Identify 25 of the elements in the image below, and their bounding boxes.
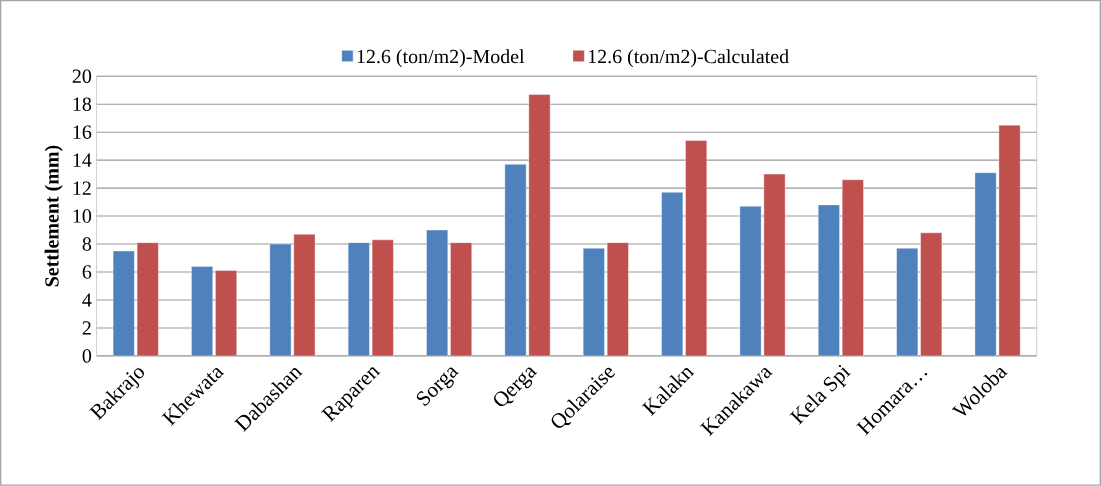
y-tick-label: 16 [73,125,92,139]
y-tick-label: 4 [82,293,92,307]
y-tick-label: 6 [82,265,92,279]
bar [685,140,708,357]
y-tick-label: 0 [82,349,92,363]
y-axis-title: Settlement (mm) [44,145,63,287]
y-tick-label: 20 [72,69,92,84]
bar [215,270,237,357]
y-tick-label: 18 [73,97,92,112]
bar [842,179,864,357]
y-tick-label: 10 [73,209,92,223]
bar [426,229,448,357]
y-tick-label: 12 [73,181,91,195]
legend-label: 12.6 (ton/m2)-Calculated [588,49,789,68]
y-tick-label: 14 [73,153,92,167]
y-tick-label: 2 [82,321,91,335]
bar [661,192,684,357]
bar [606,242,629,357]
legend-label: 12.6 (ton/m2)-Model [357,49,525,68]
bar [582,248,605,357]
bar [191,266,213,357]
bar [450,242,472,357]
x-tick-label: Kela Spi [789,365,852,425]
y-tick-label: 8 [82,237,92,251]
bar [818,204,840,357]
